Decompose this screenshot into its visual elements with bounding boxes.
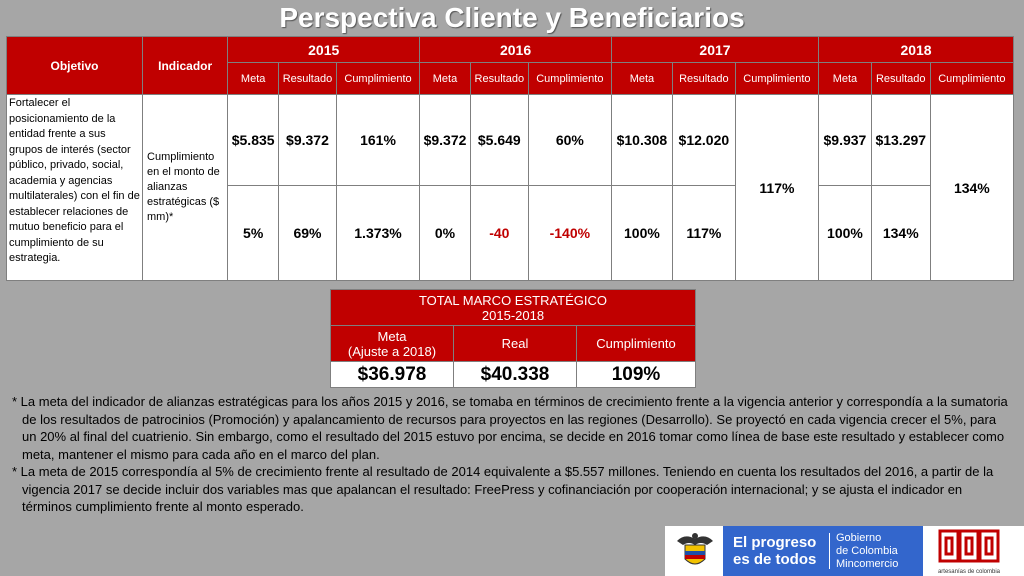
cell-cumplimiento-2016-value: 60% [527, 94, 612, 186]
subheader-cumplimiento: Cumplimiento [734, 62, 820, 95]
cell-meta-2016-pct: 0% [419, 185, 471, 281]
cell-meta-2017-pct: 100% [610, 185, 673, 281]
cell-resultado-2015-pct: 69% [278, 185, 337, 281]
subheader-resultado: Resultado [469, 62, 529, 95]
logo-line1: El progreso [733, 534, 817, 551]
subheader-meta: Meta [419, 62, 471, 95]
cell-meta-2016-value: $9.372 [419, 94, 471, 186]
total-meta-line2: (Ajuste a 2018) [347, 343, 437, 359]
header-year-2016: 2016 [419, 36, 612, 63]
total-cumplimiento-value: 109% [576, 361, 696, 388]
total-meta-value: $36.978 [330, 361, 454, 388]
header-year-2017: 2017 [610, 36, 820, 63]
total-title-line2: 2015-2018 [481, 307, 545, 323]
cell-meta-2015-value: $5.835 [227, 94, 280, 186]
footnote-2: * La meta de 2015 correspondía al 5% de … [12, 464, 994, 514]
total-cumplimiento-header: Cumplimiento [576, 325, 696, 362]
artesanias-label: artesanías de colombia [937, 568, 1001, 575]
gov-line3: Mincomercio [836, 557, 899, 570]
objetivo-text: Fortalecer el posicionamiento de la enti… [5, 94, 144, 281]
subheader-meta: Meta [227, 62, 280, 95]
cell-meta-2017-value: $10.308 [610, 94, 673, 186]
cell-cumplimiento-2015-pct: 1.373% [335, 185, 421, 281]
header-objetivo: Objetivo [5, 36, 144, 95]
subheader-cumplimiento: Cumplimiento [929, 62, 1015, 95]
cell-meta-2018-value: $9.937 [818, 94, 872, 186]
total-table: TOTAL MARCO ESTRATÉGICO 2015-2018 Meta (… [330, 289, 696, 388]
gobierno-logo: El progreso es de todos Gobierno de Colo… [723, 526, 923, 576]
subheader-meta: Meta [818, 62, 872, 95]
subheader-resultado: Resultado [870, 62, 931, 95]
gov-line2: de Colombia [836, 544, 898, 557]
cell-resultado-2017-value: $12.020 [671, 94, 736, 186]
total-real-value: $40.338 [453, 361, 577, 388]
cell-resultado-2016-pct: -40 [469, 185, 529, 281]
subheader-meta: Meta [610, 62, 673, 95]
cell-resultado-2016-value: $5.649 [469, 94, 529, 186]
cell-cumplimiento-2016-pct: -140% [527, 185, 612, 281]
artesanias-pattern-icon [938, 529, 1000, 562]
cell-cumplimiento-2017: 117% [734, 94, 820, 281]
indicator-table: Objetivo Indicador 2015 2016 2017 2018 M… [5, 36, 1015, 281]
logo-divider [829, 533, 830, 569]
indicador-text: Cumplimiento en el monto de alianzas est… [142, 94, 229, 281]
subheader-resultado: Resultado [671, 62, 736, 95]
footnote-1: * La meta del indicador de alianzas estr… [12, 394, 1008, 462]
cell-meta-2015-pct: 5% [227, 185, 280, 281]
total-title-line1: TOTAL MARCO ESTRATÉGICO [418, 292, 608, 308]
cell-resultado-2017-pct: 117% [671, 185, 736, 281]
cell-resultado-2018-value: $13.297 [870, 94, 931, 186]
total-title: TOTAL MARCO ESTRATÉGICO 2015-2018 [330, 289, 696, 326]
total-real-header: Real [453, 325, 577, 362]
cell-resultado-2018-pct: 134% [870, 185, 931, 281]
subheader-cumplimiento: Cumplimiento [335, 62, 421, 95]
colombia-coat-of-arms-icon [671, 527, 719, 575]
cell-cumplimiento-2018: 134% [929, 94, 1015, 281]
cell-meta-2018-pct: 100% [818, 185, 872, 281]
footer-logos: El progreso es de todos Gobierno de Colo… [665, 526, 1024, 576]
gov-line1: Gobierno [836, 531, 882, 544]
cell-cumplimiento-2015-value: 161% [335, 94, 421, 186]
footnotes: * La meta del indicador de alianzas estr… [12, 393, 1012, 516]
header-year-2018: 2018 [818, 36, 1014, 63]
total-meta-header: Meta (Ajuste a 2018) [330, 325, 454, 362]
header-year-2015: 2015 [227, 36, 421, 63]
logo-line2: es de todos [733, 551, 817, 568]
subheader-cumplimiento: Cumplimiento [527, 62, 612, 95]
subheader-resultado: Resultado [278, 62, 337, 95]
artesanias-logo: artesanías de colombia [933, 528, 1005, 575]
page-title: Perspectiva Cliente y Beneficiarios [279, 2, 745, 33]
header-indicador: Indicador [142, 36, 229, 95]
total-meta-line1: Meta [377, 328, 407, 344]
cell-resultado-2015-value: $9.372 [278, 94, 337, 186]
